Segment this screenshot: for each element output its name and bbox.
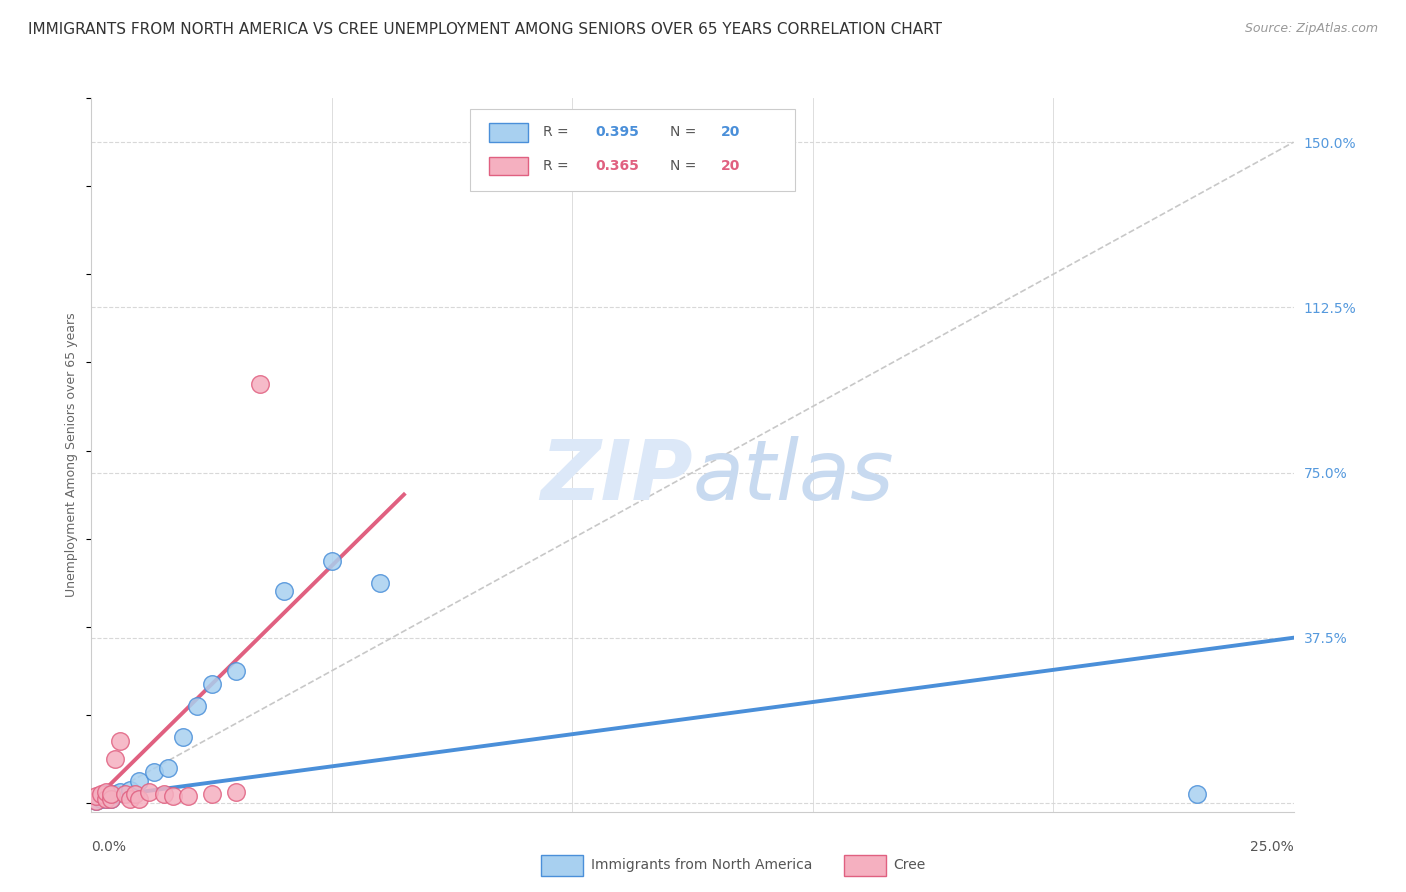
- Text: Source: ZipAtlas.com: Source: ZipAtlas.com: [1244, 22, 1378, 36]
- Point: [273, 584, 295, 599]
- Point: [152, 787, 174, 801]
- Point: [94, 785, 117, 799]
- Text: 25.0%: 25.0%: [1250, 840, 1294, 855]
- Point: [84, 794, 107, 808]
- Point: [100, 787, 122, 801]
- FancyBboxPatch shape: [489, 123, 527, 142]
- Point: [90, 787, 112, 801]
- Point: [1187, 787, 1209, 801]
- Point: [104, 787, 127, 801]
- Point: [110, 734, 132, 748]
- Text: IMMIGRANTS FROM NORTH AMERICA VS CREE UNEMPLOYMENT AMONG SENIORS OVER 65 YEARS C: IMMIGRANTS FROM NORTH AMERICA VS CREE UN…: [28, 22, 942, 37]
- Point: [128, 791, 150, 805]
- Text: 0.395: 0.395: [595, 126, 638, 139]
- Point: [104, 752, 127, 766]
- Point: [84, 789, 107, 804]
- Point: [186, 698, 208, 713]
- Point: [225, 664, 247, 678]
- Point: [225, 785, 247, 799]
- Text: Cree: Cree: [893, 858, 925, 872]
- Point: [94, 787, 117, 801]
- Point: [94, 791, 117, 805]
- Point: [94, 791, 117, 805]
- Text: ZIP: ZIP: [540, 436, 692, 516]
- Point: [124, 787, 146, 801]
- Point: [84, 794, 107, 808]
- Text: 20: 20: [721, 159, 741, 173]
- Text: R =: R =: [543, 159, 574, 173]
- Point: [142, 765, 165, 780]
- Text: 0.0%: 0.0%: [91, 840, 127, 855]
- Text: atlas: atlas: [692, 436, 894, 516]
- Point: [110, 785, 132, 799]
- Point: [172, 730, 194, 744]
- Point: [176, 789, 198, 804]
- Point: [201, 677, 224, 691]
- Point: [90, 792, 112, 806]
- Point: [201, 787, 224, 801]
- Point: [162, 789, 184, 804]
- Point: [249, 377, 271, 392]
- Point: [157, 761, 180, 775]
- Point: [118, 782, 141, 797]
- Point: [100, 791, 122, 805]
- Y-axis label: Unemployment Among Seniors over 65 years: Unemployment Among Seniors over 65 years: [65, 312, 79, 598]
- Point: [90, 789, 112, 804]
- Point: [128, 773, 150, 788]
- Text: N =: N =: [669, 126, 700, 139]
- Text: 20: 20: [721, 126, 741, 139]
- Point: [138, 785, 160, 799]
- Text: 0.365: 0.365: [595, 159, 638, 173]
- FancyBboxPatch shape: [470, 109, 794, 191]
- Point: [100, 791, 122, 805]
- Point: [321, 554, 343, 568]
- Point: [368, 575, 391, 590]
- Text: N =: N =: [669, 159, 700, 173]
- FancyBboxPatch shape: [489, 157, 527, 175]
- Text: Immigrants from North America: Immigrants from North America: [591, 858, 811, 872]
- Point: [114, 787, 136, 801]
- Text: R =: R =: [543, 126, 574, 139]
- Point: [118, 791, 141, 805]
